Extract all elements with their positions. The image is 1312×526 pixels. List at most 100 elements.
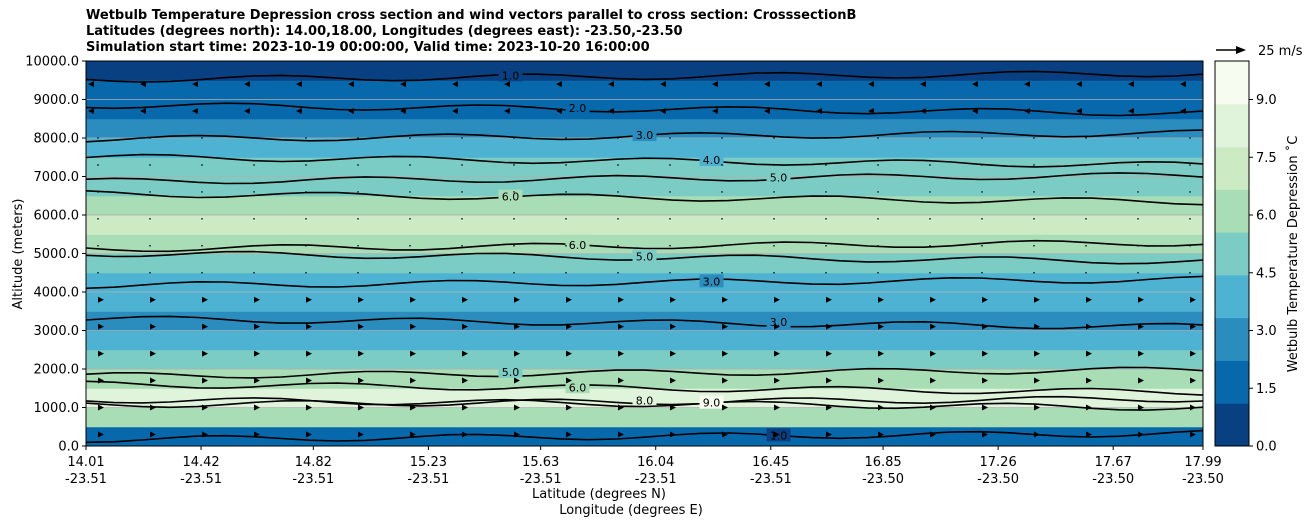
wind-key-arrowhead [1236,46,1246,54]
wind-vector [868,108,874,115]
wind-vector [825,137,827,139]
y-tick-label: 0.0 [58,440,79,455]
wind-vector [149,218,151,220]
y-tick-label: 4000.0 [34,286,80,301]
contour-label: 6.0 [569,239,587,252]
wind-vector [97,191,99,193]
wind-vector [722,350,728,357]
wind-vector [514,350,520,357]
y-tick-label: 8000.0 [34,132,80,147]
contour-label-background [766,314,791,328]
wind-vector [400,108,406,115]
wind-vector [722,323,728,330]
filled-band [86,138,1203,158]
wind-vector [202,431,208,438]
title-line-3: Simulation start time: 2023-10-19 00:00:… [86,40,650,55]
title-line-2: Latitudes (degrees north): 14.00,18.00, … [86,24,683,39]
colorbar-segment [1215,61,1249,105]
wind-vector [504,81,510,88]
wind-vector [722,431,728,438]
wind-vector [98,296,104,303]
wind-vector [774,377,780,384]
wind-vector [140,81,146,88]
wind-vector [556,108,562,115]
wind-vector [1190,377,1196,384]
contour-label-background [498,364,523,378]
wind-vector [982,323,988,330]
wind-vector [825,245,827,247]
contour-label: 1.0 [770,429,788,442]
wind-vector [1190,350,1196,357]
x-tick-label-lat: 16.45 [752,455,789,470]
filled-band [86,99,1203,120]
y-tick-label: 3000.0 [34,324,80,339]
wind-vector [1033,271,1035,274]
wind-vector [513,137,515,139]
wind-vector [1085,271,1087,274]
y-axis: 0.0 1000.0 2000.0 3000.0 4000.0 5000.0 6000.0 7… [25,55,86,455]
wind-vector [348,81,354,88]
wind-vector [608,81,614,88]
wind-vector [357,271,359,274]
wind-vector [409,218,411,220]
wind-vector [920,81,926,88]
wind-vector [1137,245,1139,247]
wind-key: 25 m/s [1216,44,1303,59]
wind-vector [721,137,723,139]
wind-vector [149,137,151,139]
wind-vector [1137,137,1139,139]
contour-lines: 1.02.03.04.05.06.06.05.03.03.05.06.08.0 9… [86,68,1203,444]
wind-vector [97,137,99,139]
wind-vector [98,377,104,384]
colorbar-segment [1215,189,1249,233]
wind-vector [149,191,151,193]
wind-vector [149,271,151,274]
wind-vector [825,218,827,220]
wind-vector [930,431,936,438]
contour-label-background [766,170,791,184]
wind-vector [1033,137,1035,139]
contour-label-background [632,393,657,407]
wind-vector [1189,191,1191,193]
wind-vector [566,404,572,411]
wind-vector [150,296,156,303]
wind-vector [929,245,931,247]
wind-vector [1086,431,1092,438]
wind-vector [296,81,302,88]
wind-vector [452,81,458,88]
wind-vector [930,377,936,384]
wind-vector [618,323,624,330]
wind-vector [254,404,260,411]
colorbar-segment [1215,403,1249,447]
wind-vector [357,218,359,220]
wind-vector [826,404,832,411]
wind-vector [1137,191,1139,193]
wind-vector [930,296,936,303]
wind-vector [306,377,312,384]
wind-vector [1128,108,1134,115]
wind-vector [1085,191,1087,193]
wind-vector [514,404,520,411]
wind-vector [1086,296,1092,303]
contour-label-background [498,189,523,203]
wind-vector [982,377,988,384]
wind-vector [556,81,562,88]
contour-label: 5.0 [770,171,788,184]
wind-vector [201,218,203,220]
wind-vector [409,245,411,247]
x-tick-label-lat: 14.42 [182,455,219,470]
wind-vector [660,108,666,115]
contour-label: 9.0 [703,397,721,410]
wind-vector [825,191,827,193]
contour-line [86,102,1203,117]
wind-vector [721,191,723,193]
wind-vector [150,431,156,438]
wind-vector [773,137,775,139]
x-tick-label-lon: -23.50 [1182,472,1224,487]
wind-vector [669,164,671,166]
wind-vector [826,323,832,330]
wind-vector [97,245,99,247]
x-axis-label-longitude: Longitude (degrees E) [559,503,703,518]
x-tick-label-lat: 15.23 [410,455,447,470]
wind-vector [826,350,832,357]
